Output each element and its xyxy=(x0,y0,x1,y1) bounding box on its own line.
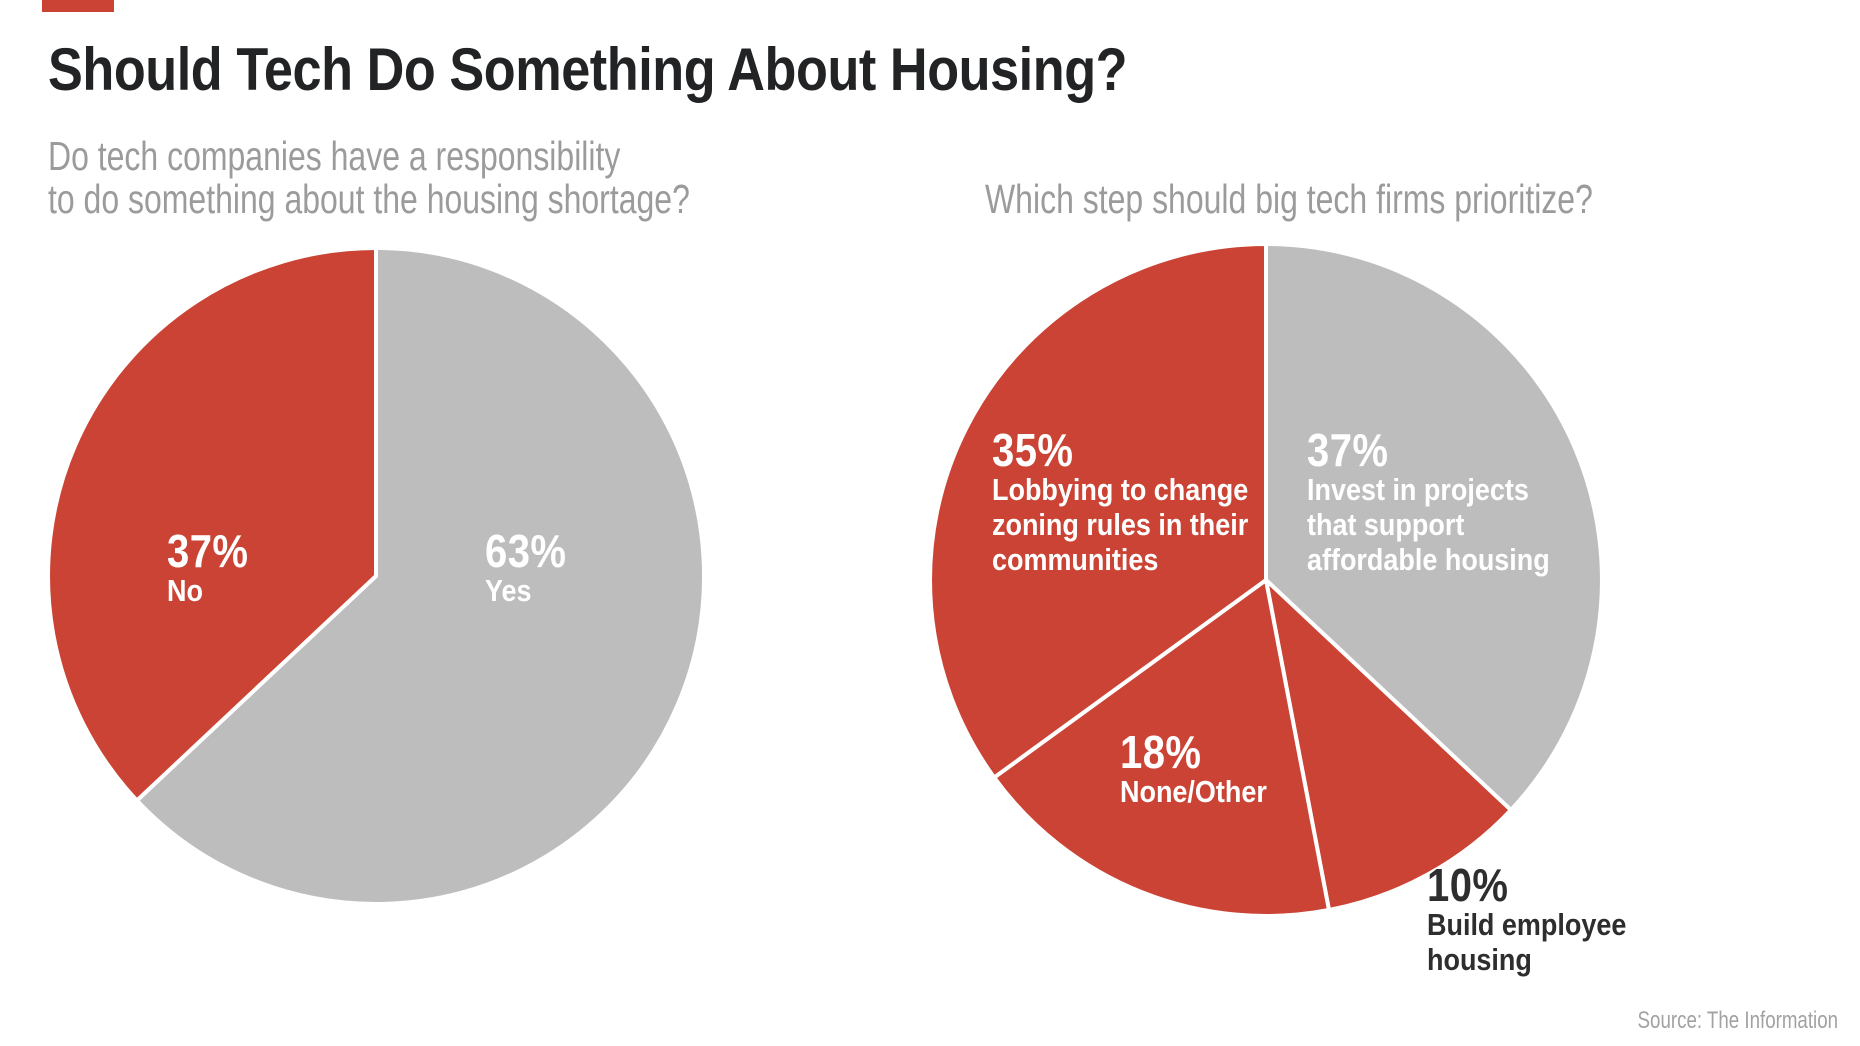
brand-mark xyxy=(42,0,114,12)
pie-slice-lobbying-to-change-zoning-rules-in-their-communities xyxy=(928,241,1268,781)
pie-slice-build-employee-housing xyxy=(1262,574,1514,913)
slice-label-lobbying: 35% Lobbying to change zoning rules in t… xyxy=(992,424,1249,577)
left-pie-question-line2: to do something about the housing shorta… xyxy=(48,176,690,222)
pie-slice-no xyxy=(46,245,378,804)
slice-text-yes: Yes xyxy=(485,573,532,608)
pie-slice-invest-in-projects-that-support-affordable-housing xyxy=(1264,241,1604,813)
slice-pct-no: 37% xyxy=(167,525,249,577)
slice-text-invest-line2: that support xyxy=(1307,507,1465,542)
right-pie-question-line1: Which step should big tech firms priorit… xyxy=(985,176,1593,222)
slice-text-lobbying-line2: zoning rules in their xyxy=(992,507,1249,542)
slice-pct-invest: 37% xyxy=(1307,424,1389,476)
page-title: Should Tech Do Something About Housing? xyxy=(48,36,1128,103)
slice-text-lobbying-line3: communities xyxy=(992,542,1159,577)
slice-pct-none-other: 18% xyxy=(1120,726,1202,778)
slice-label-no: 37% No xyxy=(167,525,249,608)
slice-pct-lobbying: 35% xyxy=(992,424,1074,476)
left-pie-question-line1: Do tech companies have a responsibility xyxy=(48,133,621,179)
slice-text-invest-line3: affordable housing xyxy=(1307,542,1550,577)
source-attribution: Source: The Information xyxy=(1637,1007,1838,1034)
slice-label-invest: 37% Invest in projects that support affo… xyxy=(1307,424,1550,577)
slice-label-build: 10% Build employee housing xyxy=(1427,859,1627,977)
right-pie-question: Which step should big tech firms priorit… xyxy=(985,178,1764,221)
slice-pct-build: 10% xyxy=(1427,859,1509,911)
slice-pct-yes: 63% xyxy=(485,525,567,577)
slice-label-none-other: 18% None/Other xyxy=(1120,726,1267,809)
pie-slice-yes xyxy=(134,245,706,906)
slice-text-build-line2: housing xyxy=(1427,942,1532,977)
slice-text-build-line1: Build employee xyxy=(1427,907,1627,942)
left-pie-question: Do tech companies have a responsibility … xyxy=(48,135,871,221)
slice-label-yes: 63% Yes xyxy=(485,525,567,608)
slice-text-invest-line1: Invest in projects xyxy=(1307,472,1529,507)
slice-text-no: No xyxy=(167,573,203,608)
pie-slice-none-other xyxy=(991,576,1332,918)
slice-text-none-other: None/Other xyxy=(1120,774,1267,809)
slice-text-lobbying-line1: Lobbying to change xyxy=(992,472,1249,507)
